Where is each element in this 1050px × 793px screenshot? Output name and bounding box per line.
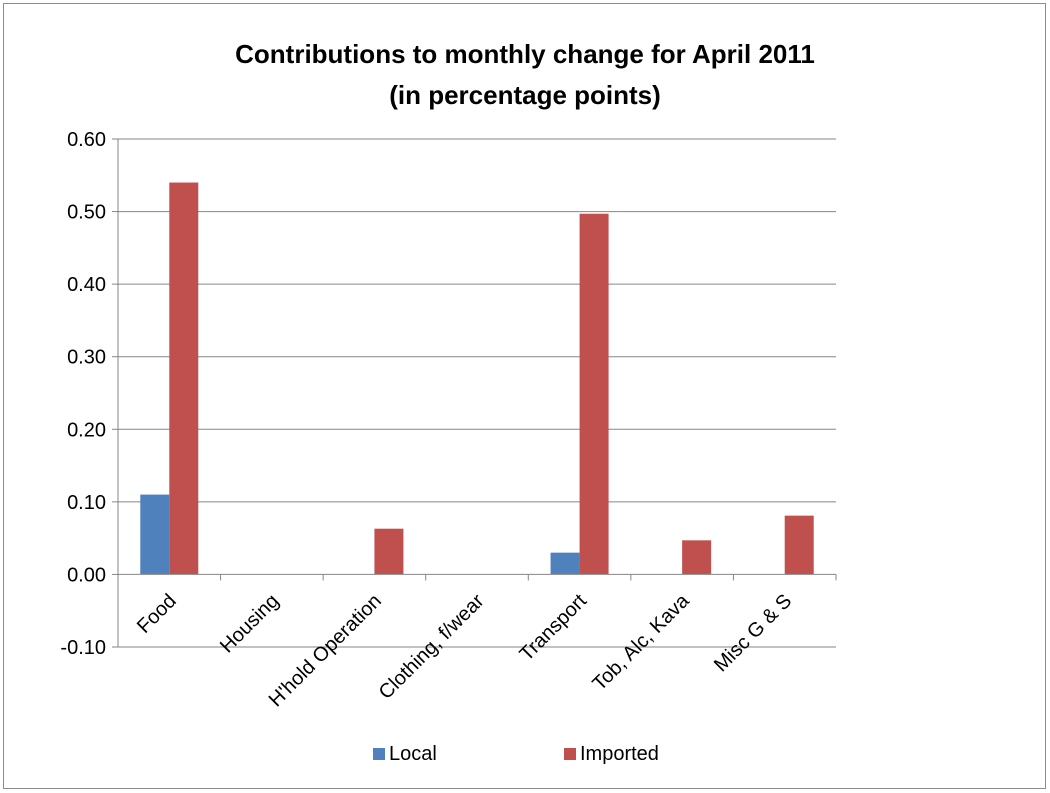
x-tick-label: Food: [133, 590, 181, 638]
bar-imported-6: [784, 515, 814, 575]
legend: Local Imported: [373, 743, 659, 765]
gridlines: [118, 138, 836, 648]
bar-local-0: [140, 494, 170, 575]
legend-label-local: Local: [389, 743, 437, 765]
x-tick-label: Misc G & S: [710, 590, 796, 676]
bar-imported-4: [579, 213, 609, 575]
axes: [112, 138, 837, 648]
y-tick-label: 0.50: [67, 202, 106, 224]
bar-imported-0: [169, 182, 199, 575]
legend-label-imported: Imported: [580, 743, 659, 765]
legend-swatch-imported: [564, 748, 576, 760]
x-tick-label: Tob, Alc, Kava: [588, 589, 694, 695]
y-tick-label: 0.00: [67, 564, 106, 586]
y-tick-label: -0.10: [60, 637, 106, 659]
y-axis-ticks: -0.10 0.00 0.10 0.20 0.30 0.40 0.50 0.60: [60, 129, 106, 659]
y-tick-label: 0.30: [67, 347, 106, 369]
bar-imported-5: [682, 540, 712, 575]
chart-title: Contributions to monthly change for Apri…: [235, 39, 815, 69]
bar-local-4: [550, 552, 580, 575]
bars: [140, 182, 814, 575]
chart-subtitle: (in percentage points): [389, 80, 661, 110]
y-tick-label: 0.20: [67, 419, 106, 441]
y-tick-label: 0.40: [67, 274, 106, 296]
bar-imported-2: [374, 528, 404, 575]
x-tick-label: H'hold Operation: [265, 590, 386, 711]
x-tick-label: Transport: [516, 590, 592, 666]
y-tick-label: 0.60: [67, 129, 106, 151]
legend-swatch-local: [373, 748, 385, 760]
y-tick-label: 0.10: [67, 492, 106, 514]
